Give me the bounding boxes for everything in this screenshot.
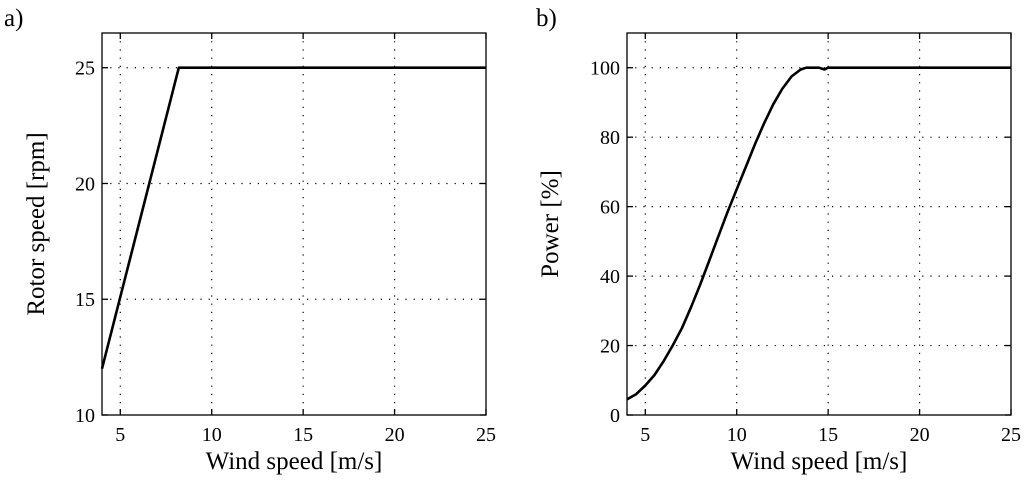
grid-a	[102, 33, 486, 415]
x-axis-label-b: Wind speed [m/s]	[731, 448, 908, 475]
grid-b	[627, 33, 1011, 415]
x-tick-label: 20	[385, 424, 405, 446]
y-tick-label: 20	[75, 173, 95, 195]
plot-frame-a	[101, 32, 487, 416]
y-tick-label: 40	[600, 266, 620, 288]
y-tick-label: 15	[75, 289, 95, 311]
x-tick-label: 15	[293, 424, 313, 446]
series-layer-b	[626, 66, 1011, 401]
x-tick-label: 15	[818, 424, 838, 446]
ticks-b: 5 10 15 20 25 0 20 40 60 80 100	[590, 33, 1021, 446]
y-tick-label: 100	[590, 58, 620, 80]
ticks-a: 5 10 15 20 25 10 15 20 25	[75, 33, 496, 446]
y-axis-label-b: Power [%]	[537, 170, 564, 278]
y-tick-label: 20	[600, 336, 620, 358]
x-tick-label: 25	[1001, 424, 1021, 446]
series-line-b-0	[626, 66, 1011, 401]
series-line-a-0	[100, 66, 486, 370]
chart-panel-b: b) 5 10 15 20 25 0 20 40 60 80 100 Wind speed [m/s…	[536, 5, 1021, 475]
x-tick-label: 25	[476, 424, 496, 446]
y-tick-label: 10	[75, 405, 95, 427]
panel-label-a: a)	[4, 5, 23, 32]
y-axis-label-a: Rotor speed [rpm]	[23, 132, 50, 315]
x-tick-label: 5	[640, 424, 650, 446]
x-tick-label: 10	[202, 424, 222, 446]
series-layer-a	[100, 66, 486, 370]
x-tick-label: 20	[910, 424, 930, 446]
y-tick-label: 60	[600, 197, 620, 219]
x-axis-label-a: Wind speed [m/s]	[206, 448, 383, 475]
chart-panel-a: a) 5 10 15 20 25 10 15 20 25 Wind speed [m/s] Ro…	[4, 5, 496, 475]
plot-frame-b	[626, 32, 1012, 416]
x-tick-label: 5	[115, 424, 125, 446]
y-tick-label: 25	[75, 58, 95, 80]
y-tick-label: 0	[610, 405, 620, 427]
y-tick-label: 80	[600, 127, 620, 149]
x-tick-label: 10	[727, 424, 747, 446]
panel-label-b: b)	[536, 5, 557, 32]
